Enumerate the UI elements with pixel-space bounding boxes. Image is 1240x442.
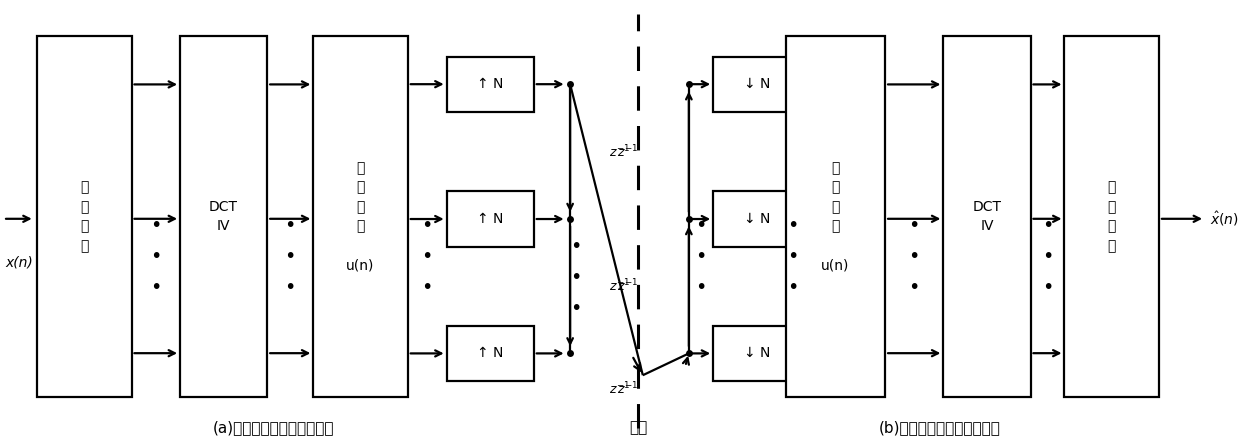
- Text: $z^{-1}$: $z^{-1}$: [609, 143, 630, 160]
- Text: 分
解
信
号

u(n): 分 解 信 号 u(n): [346, 161, 374, 272]
- Text: ↑ N: ↑ N: [477, 347, 503, 360]
- Bar: [944, 36, 1030, 397]
- Bar: [713, 191, 800, 247]
- Text: •
•
•: • • •: [787, 216, 799, 297]
- Text: $\hat{x}(n)$: $\hat{x}(n)$: [1210, 210, 1239, 228]
- Bar: [786, 36, 885, 397]
- Bar: [37, 36, 131, 397]
- Bar: [1064, 36, 1159, 397]
- Text: $z^{-1}$: $z^{-1}$: [616, 381, 637, 397]
- Bar: [446, 57, 533, 112]
- Text: $z^{-1}$: $z^{-1}$: [616, 143, 637, 160]
- Bar: [446, 191, 533, 247]
- Text: •
•
•: • • •: [909, 216, 920, 297]
- Text: (a)发送端（综合滤波器组）: (a)发送端（综合滤波器组）: [212, 420, 334, 434]
- Text: $z^{-1}$: $z^{-1}$: [616, 278, 637, 294]
- Text: (b)接收端（分析滤波器组）: (b)接收端（分析滤波器组）: [879, 420, 1001, 434]
- Text: •
•
•: • • •: [1042, 216, 1053, 297]
- Text: ↓ N: ↓ N: [744, 347, 770, 360]
- Text: •
•
•: • • •: [570, 237, 582, 318]
- Text: ↑ N: ↑ N: [477, 77, 503, 91]
- Text: 合
成
信
号

u(n): 合 成 信 号 u(n): [821, 161, 849, 272]
- Bar: [713, 57, 800, 112]
- Text: •
•
•: • • •: [150, 216, 161, 297]
- Bar: [314, 36, 408, 397]
- Text: $z^{-1}$: $z^{-1}$: [609, 278, 630, 294]
- Bar: [446, 326, 533, 381]
- Text: ↑ N: ↑ N: [477, 212, 503, 226]
- Text: •
•
•: • • •: [422, 216, 433, 297]
- Text: $z^{-1}$: $z^{-1}$: [609, 381, 630, 397]
- Bar: [713, 326, 800, 381]
- Text: •
•
•: • • •: [284, 216, 296, 297]
- Text: x(n): x(n): [5, 256, 33, 270]
- Text: 信道: 信道: [629, 420, 647, 434]
- Text: 串
并
变
换: 串 并 变 换: [81, 180, 88, 253]
- Text: DCT
IV: DCT IV: [972, 200, 1002, 233]
- Text: ↓ N: ↓ N: [744, 212, 770, 226]
- Text: •
•
•: • • •: [696, 216, 707, 297]
- Text: ↓ N: ↓ N: [744, 77, 770, 91]
- Bar: [180, 36, 268, 397]
- Text: 并
串
变
换: 并 串 变 换: [1107, 180, 1116, 253]
- Text: DCT
IV: DCT IV: [210, 200, 238, 233]
